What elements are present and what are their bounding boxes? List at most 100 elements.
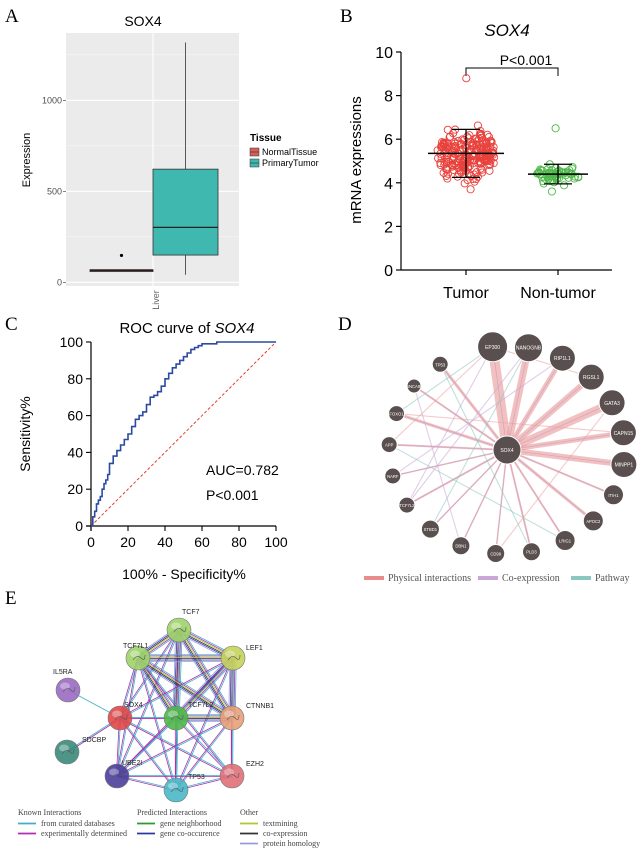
panel-b-point-Tumor [480,142,489,151]
panel-a-x-tick-label: Liver [151,290,161,310]
panel-b-point-Tumor [450,144,459,153]
panel-e-node-IL5RA [55,677,81,703]
panel-d-node-EP300 [477,331,509,363]
panel-e-edge [176,718,233,791]
panel-b-point-Tumor [482,147,491,156]
panel-d-node-DBN1 [451,536,471,556]
panel-b-point-Tumor [487,138,496,147]
panel-b-point-Tumor [476,164,485,173]
panel-e-node-structure [226,772,240,779]
panel-b-y-label: mRNA expressions [348,96,365,224]
panel-d-node-TCF7L2 [398,496,416,514]
panel-d-edge-coexpression [413,385,508,451]
panel-b-point-Tumor [457,139,466,148]
panel-b-point-Tumor [485,166,494,175]
panel-b-point-Tumor [464,134,473,143]
panel-a-y-tick-label: 1000 [42,95,62,105]
panel-e-edge [136,660,231,722]
panel-e-edge [176,717,233,776]
panel-d-node-NANOGNB [514,333,543,363]
panel-e-node-label: TP53 [188,774,205,781]
panel-e-node-label: UBE2I [122,760,142,767]
panel-d-node-LRIG1 [554,530,576,551]
panel-d-node-NARF [384,467,402,485]
panel-e-node-TCF7L1 [125,645,151,671]
panel-b-point-Non-tumor [551,124,560,133]
panel-e-legend-label: gene co-occurence [160,829,220,838]
panel-e-node-highlight [59,744,69,752]
panel-d-node-ITIH1 [603,484,624,506]
panel-b-point-Tumor [453,172,462,181]
panel-d-node-label: NARF [387,474,399,479]
panel-c-roc-curve [91,341,276,527]
panel-d-edge-coexpression [506,347,529,451]
panel-d-edge-cross [396,346,493,415]
panel-d-legend: Physical interactions Co-expression Pathwa… [364,573,629,584]
panel-b-point-Non-tumor [534,168,543,177]
panel-e-node-label: EZH2 [246,761,264,768]
panel-e: E TCF7 TCF7L1 LEF1 IL5RA SOX4 TCF7L2 CTNNB1 SDC… [5,588,320,848]
panel-d-edges [388,346,625,554]
panel-d-edge-cross [388,346,493,445]
panel-d-edge-coexpression [392,449,508,477]
panel-e-legend-label: textmining [263,819,298,828]
panel-e-node-highlight [60,682,70,690]
panel-d-edge-coexpression [506,449,624,465]
panel-e-edge [175,717,232,790]
panel-c-x-tick-label: 40 [157,534,173,550]
panel-b-y-tick-label: 0 [384,263,393,280]
panel-b-point-Non-tumor [558,168,567,177]
panel-d-edge-coexpression [506,432,624,451]
panel-b-point-Tumor [443,125,452,134]
panel-e-edge [117,718,177,777]
panel-e-node-structure [170,786,184,793]
panel-d-node-label: ITIH1 [608,493,619,498]
panel-b-point-Tumor [478,168,487,177]
panel-b-letter: B [340,6,353,27]
panel-e-node-structure [61,748,75,755]
panel-d-letter: D [338,314,352,335]
panel-b-point-Tumor [463,164,472,173]
panel-d-node-label: TCF7L2 [399,503,415,508]
panel-e-node-LEF1 [220,645,246,671]
panel-e-edge [119,657,233,718]
panel-b-point-Tumor [434,154,443,163]
panel-e-edge [176,658,234,791]
panel-e-nodes: TCF7 TCF7L1 LEF1 IL5RA SOX4 TCF7L2 CTNNB1 SDCBP… [53,609,274,803]
panel-d-node-SNCAIP [406,378,422,394]
panel-e-edge [175,718,232,777]
panel-d-node-label: SNCAIP [406,384,422,389]
panel-e-edge [138,657,177,790]
panel-c-x-tick-label: 100 [264,534,288,550]
panel-d-node-GATA3 [598,389,626,417]
panel-b-point-Tumor [476,144,485,153]
panel-e-node-TCF7 [166,617,192,643]
panel-d-legend-label: Pathway [595,573,629,584]
panel-e-node-SDCBP [54,739,80,765]
panel-e-node-label: LEF1 [246,645,263,652]
panel-b-point-Tumor [462,74,471,83]
panel-d-edge-cross [388,444,566,541]
panel-a-letter: A [5,6,19,27]
panel-a-y-tick-label: 500 [47,186,62,196]
panel-e-legend: Known Interactions Predicted Interaction… [18,808,320,848]
panel-e-edge [179,629,233,718]
panel-d-legend-label: Physical interactions [388,573,471,584]
panel-d-edge-coexpression [430,449,508,530]
panel-e-node-structure [226,714,240,721]
panel-b-point-Tumor [446,132,455,141]
panel-d-edge-coexpression [506,449,614,496]
panel-d-node-label: APP [385,443,394,448]
panel-b-point-Tumor [478,155,487,164]
panel-b-point-Tumor [443,169,453,178]
panel-a-y-label: Expression [21,133,33,187]
panel-c-y-tick-label: 20 [67,481,83,497]
panel-c-y-tick-label: 100 [60,334,84,350]
panel-c: C ROC curve of SOX4 00 20 20 40 40 60 60 80 80 10… [5,314,288,582]
panel-e-node-structure [132,654,146,661]
panel-e-edge [178,630,183,719]
panel-e-legend-label: gene neighborhood [160,819,222,828]
panel-e-node-highlight [224,710,234,718]
panel-b-point-Tumor [442,155,451,164]
